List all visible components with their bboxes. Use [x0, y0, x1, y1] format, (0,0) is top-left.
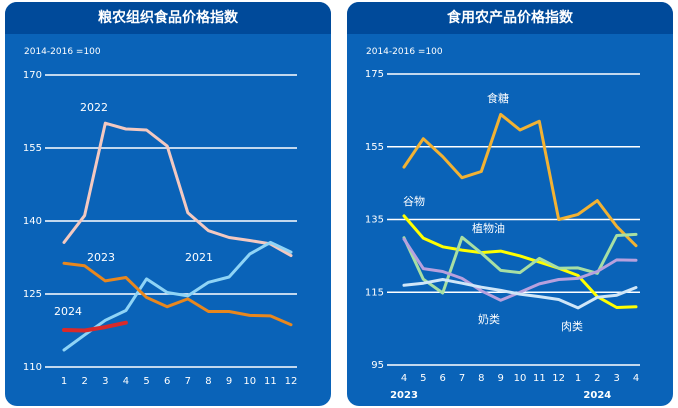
x-tick-label: 11 [264, 376, 277, 387]
index-base-note: 2014-2016 =100 [24, 47, 101, 57]
x-tick-label: 2 [81, 376, 87, 387]
x-year-label: 2023 [390, 390, 418, 401]
series-label: 2021 [185, 251, 213, 264]
x-year-label: 2024 [583, 390, 611, 401]
x-tick-label: 3 [613, 373, 619, 384]
x-tick-label: 4 [123, 376, 129, 387]
series-line-植物油 [402, 232, 638, 295]
x-tick-label: 9 [226, 376, 232, 387]
y-tick-label: 140 [23, 216, 42, 227]
commodity-price-index-panel: 食用农产品价格指数 2014-2016 =100 95 115 135 155 175 4 5… [347, 2, 673, 406]
series-line-肉类 [402, 278, 638, 310]
series-label: 奶类 [478, 312, 500, 326]
series-label: 肉类 [561, 319, 583, 333]
series-label: 2023 [87, 251, 115, 264]
series-label: 2024 [54, 305, 82, 318]
y-tick-label: 135 [365, 215, 384, 226]
y-tick-label: 110 [23, 362, 42, 373]
panel-title: 粮农组织食品价格指数 [5, 2, 331, 34]
x-tick-label: 4 [633, 373, 639, 384]
x-tick-label: 5 [143, 376, 149, 387]
x-tick-label: 6 [439, 373, 445, 384]
x-tick-label: 8 [205, 376, 211, 387]
x-tick-label: 10 [243, 376, 256, 387]
y-tick-label: 175 [365, 69, 384, 80]
series-line-食糖 [402, 112, 638, 248]
x-tick-label: 11 [533, 373, 546, 384]
x-tick-label: 6 [164, 376, 170, 387]
y-tick-label: 95 [371, 360, 384, 371]
series-label: 植物油 [472, 221, 505, 235]
x-tick-label: 12 [552, 373, 565, 384]
x-tick-label: 5 [420, 373, 426, 384]
y-tick-label: 155 [23, 143, 42, 154]
x-tick-label: 2 [594, 373, 600, 384]
x-tick-label: 4 [401, 373, 407, 384]
x-tick-label: 9 [497, 373, 503, 384]
series-label: 食糖 [487, 91, 509, 105]
series-label: 2022 [80, 101, 108, 114]
series-line-奶类 [402, 237, 638, 302]
x-tick-label: 7 [459, 373, 465, 384]
series-line-2021 [62, 240, 293, 352]
y-tick-label: 115 [365, 287, 384, 298]
series-label: 谷物 [403, 194, 425, 208]
x-tick-label: 1 [61, 376, 67, 387]
x-tick-label: 7 [185, 376, 191, 387]
food-price-index-panel: 粮农组织食品价格指数 2014-2016 =100 110 125 140 155 170… [5, 2, 331, 406]
y-tick-label: 155 [365, 142, 384, 153]
series-line-2022 [62, 121, 293, 258]
y-tick-label: 170 [23, 70, 42, 81]
x-tick-label: 3 [102, 376, 108, 387]
x-tick-label: 8 [478, 373, 484, 384]
panel-title: 食用农产品价格指数 [347, 2, 673, 34]
y-tick-label: 125 [23, 289, 42, 300]
series-line-2023 [62, 261, 293, 327]
x-tick-label: 1 [575, 373, 581, 384]
series-line-2024 [62, 320, 128, 333]
x-tick-label: 10 [514, 373, 527, 384]
index-base-note: 2014-2016 =100 [366, 47, 443, 57]
x-tick-label: 12 [285, 376, 298, 387]
